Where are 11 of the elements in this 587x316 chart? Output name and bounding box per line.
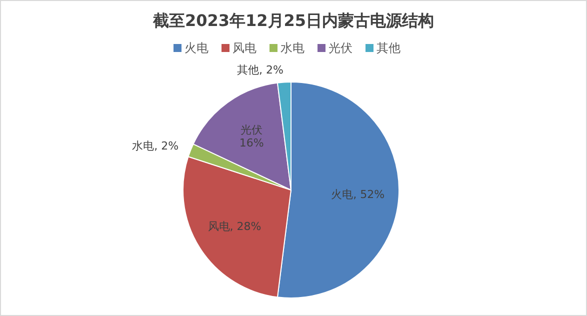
- data-label: 水电, 2%: [132, 139, 179, 152]
- legend-label: 风电: [232, 41, 256, 55]
- data-label: 其他, 2%: [236, 63, 284, 76]
- legend-label: 水电: [280, 41, 304, 55]
- data-label: 风电, 28%: [208, 220, 262, 233]
- legend-label: 其他: [376, 41, 400, 55]
- data-label: 光伏 16%: [239, 123, 264, 150]
- legend-label: 火电: [184, 41, 208, 55]
- data-label: 火电, 52%: [331, 188, 385, 202]
- legend-label: 光伏: [328, 41, 352, 55]
- chart-title: 截至2023年12月25日内蒙古电源结构: [152, 11, 434, 30]
